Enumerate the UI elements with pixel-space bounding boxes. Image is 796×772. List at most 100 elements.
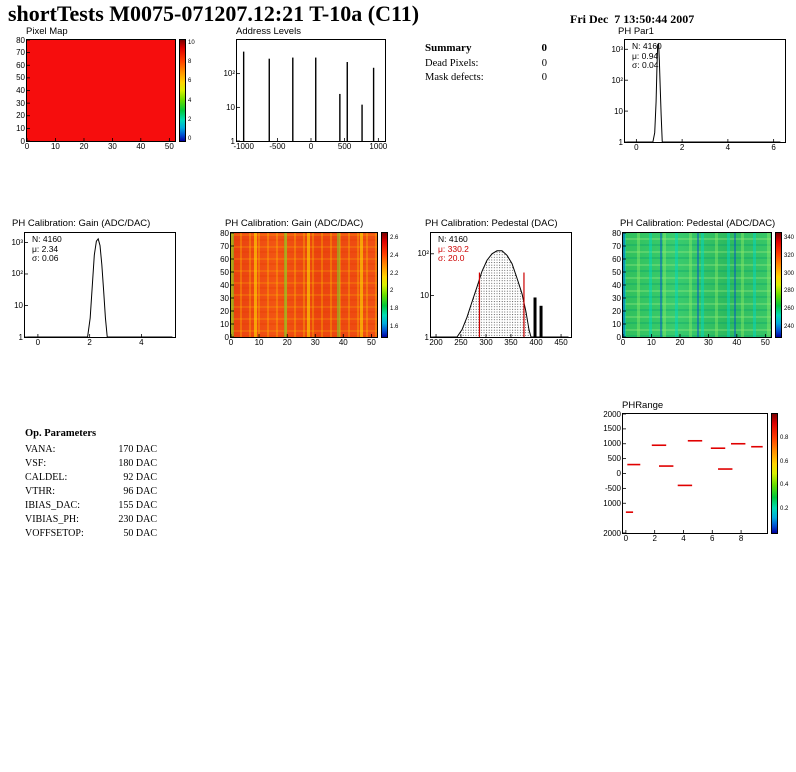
x-tick-label: 30 [310,338,320,347]
colorbar-tick-label: 2.4 [390,252,399,259]
y-tick-label: 10² [611,75,623,85]
y-tick-label: 0 [616,469,621,478]
op-param-value: 170 DAC [118,444,157,455]
plot-title: Address Levels [236,26,301,37]
colorbar-tick-label: 8 [188,59,192,66]
x-tick-label: 20 [675,338,685,347]
phrange-colorbar: 0.8 0.6 0.4 0.2 [771,413,788,534]
x-tick-label: 20 [282,338,292,347]
x-tick-label: 0 [35,338,41,347]
op-param-label: VANA: [25,444,56,455]
op-param-row: VSF: 180 DAC [25,458,157,469]
op-param-label: VTHR: [25,486,55,497]
x-tick-label: 0 [634,143,639,152]
x-tick-label: 4 [681,534,686,543]
y-tick-label: 10² [417,249,429,259]
y-tick-label: 50 [612,267,621,277]
op-param-value: 96 DAC [123,486,157,497]
op-parameters-block: Op. Parameters VANA: 170 DAC VSF: 180 DA… [25,428,157,539]
y-tick-label: 1000 [603,439,621,449]
y-tick-label: 80 [220,228,229,238]
x-tick-label: 450 [554,338,568,347]
x-tick-label: 300 [479,338,493,347]
x-tick-label: 4 [139,338,144,347]
stats-line: N: 4160 [32,234,62,244]
x-tick-label: 2 [652,534,657,543]
x-tick-label: 40 [732,338,742,347]
x-tick-label: 350 [504,338,518,347]
op-param-row: CALDEL: 92 DAC [25,472,157,483]
y-tick-label: 10 [220,319,229,329]
op-param-value: 50 DAC [123,528,157,539]
phrange-chart-area: 0 2 4 6 8 2000 1500 1000 500 0 -500 1000 2000 [603,410,768,543]
x-tick-label: 400 [529,338,543,347]
y-tick-label: 60 [220,254,229,264]
colorbar-tick-label: 0.6 [780,458,789,465]
op-param-row: VANA: 170 DAC [25,444,157,455]
stats-line: σ: 0.06 [32,253,59,263]
pedestal-distribution-chart-area: 200 250 300 350 400 450 1 10 10² N: 4160 μ: 330.2 σ… [417,232,572,347]
y-tick-label: 10 [16,123,25,133]
x-tick-label: 40 [136,142,146,151]
colorbar-tick-label: 320 [784,252,795,259]
plot-title: PHRange [622,400,664,411]
chart-svg [25,237,173,338]
y-tick-label: 10 [614,106,623,116]
summary-row: Dead Pixels: 0 [425,58,547,69]
y-tick-label: 1000 [603,498,621,508]
x-tick-label: 50 [164,142,174,151]
stats-line: σ: 0.04 [632,60,659,70]
chart-svg [230,232,372,338]
plot-ph-par1: PH Par1 0 2 4 6 1 10 10² 10³ N: 4160 μ: 0.94 σ: 0.… [606,26,796,166]
colorbar-tick-label: 260 [784,305,795,312]
colorbar-tick-label: 0.8 [780,434,789,441]
plot-gain-2d: PH Calibration: Gain (ADC/DAC) 0 10 20 30 40… [216,218,398,363]
x-tick-label: 1000 [369,142,388,151]
plot-title: PH Calibration: Gain (ADC/DAC) [225,218,364,229]
y-tick-label: 80 [612,228,621,238]
colorbar-tick-label: 10 [188,40,195,47]
chart-svg [622,232,766,338]
stats-line: N: 4160 [438,234,468,244]
y-tick-label: 60 [16,60,25,70]
y-tick-label: 10 [14,300,23,310]
stats-line: μ: 0.94 [632,50,659,61]
timestamp: Fri Dec 7 13:50:44 2007 [570,12,695,26]
op-param-row: VOFFSETOP: 50 DAC [25,528,157,539]
y-tick-label: 20 [16,111,25,121]
y-tick-label: 2000 [603,528,621,538]
x-tick-label: 0 [308,142,314,151]
y-tick-label: 10² [223,69,235,79]
y-tick-label: 10³ [11,237,23,247]
summary-row-value: 0 [541,57,547,69]
summary-title: Summary [425,42,472,54]
y-tick-label: 30 [220,293,229,303]
stats-box: N: 4160 μ: 2.34 σ: 0.06 [32,234,62,264]
y-tick-label: -500 [604,483,621,493]
ph-par1-chart-area: 0 2 4 6 1 10 10² 10³ N: 4160 μ: 0.94 σ: 0.04 [611,39,786,152]
plot-title: PH Par1 [618,26,654,37]
x-tick-label: 4 [725,143,731,152]
x-tick-label: 10 [646,338,656,347]
x-tick-label: -500 [269,142,286,151]
x-tick-label: 0 [24,142,30,151]
summary-row-label: Mask defects: [425,72,484,83]
y-tick-label: 30 [16,98,25,108]
y-tick-label: 0 [224,332,229,342]
chart-svg [237,51,379,142]
chart-svg [625,42,781,143]
plot-pedestal-1d: PH Calibration: Pedestal (DAC) 200 250 300… [414,218,578,363]
x-tick-label: 8 [738,534,744,543]
x-tick-label: 40 [338,338,348,347]
y-tick-label: 20 [220,306,229,316]
op-param-value: 155 DAC [118,500,157,511]
colorbar-tick-label: 2.6 [390,235,399,242]
op-param-value: 230 DAC [118,514,157,525]
colorbar-tick-label: 0.4 [780,482,789,489]
y-tick-label: 0 [20,136,25,146]
colorbar-tick-label: 240 [784,323,795,330]
gain-map-colorbar: 2.6 2.4 2.2 2 1.8 1.6 [381,232,398,338]
op-param-row: VIBIAS_PH: 230 DAC [25,514,157,525]
summary-row-value: 0 [541,72,547,83]
op-param-row: VTHR: 96 DAC [25,486,157,497]
